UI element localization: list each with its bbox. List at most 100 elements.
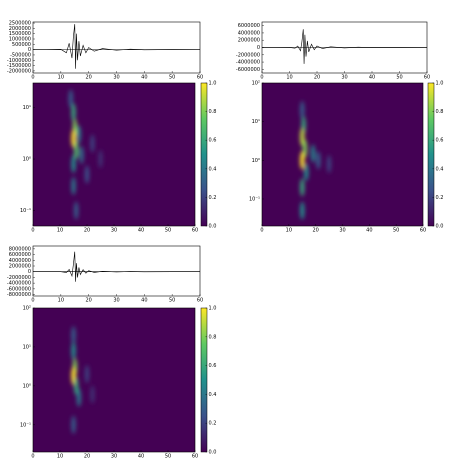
- y-tick-label: 1500000: [9, 31, 31, 37]
- y-tick-label: 2000000: [9, 26, 31, 32]
- y-tick-label: 0: [28, 47, 31, 53]
- colorbar-tick-label: 0.2: [436, 195, 444, 201]
- colorbar-tick-label: 1.0: [209, 81, 217, 87]
- heat-cell: [76, 388, 82, 407]
- colorbar-tick-label: 0.2: [209, 421, 217, 427]
- heat-cell: [300, 178, 305, 197]
- x-tick-label: 0: [31, 454, 34, 460]
- heatmap-cells: [68, 89, 103, 220]
- heat-cell: [79, 145, 84, 164]
- heat-cell: [74, 140, 79, 159]
- colorbar-tick-label: 0.8: [436, 109, 444, 115]
- heat-cell: [71, 415, 76, 434]
- colorbar-tick-label: 0.4: [436, 166, 444, 172]
- y-tick-label: 6000000: [238, 23, 260, 29]
- x-tick-label: 10: [58, 75, 64, 81]
- heat-cell: [300, 128, 305, 147]
- colorbar-tick-label: 1.0: [436, 81, 444, 87]
- x-tick-label: 50: [396, 75, 402, 81]
- y-tick-label: 2000000: [9, 264, 31, 270]
- colorbar-tick-label: 1.0: [209, 306, 217, 312]
- waveform: [33, 251, 201, 282]
- y-tick-label: 10⁰: [23, 157, 31, 163]
- x-tick-label: 30: [341, 75, 347, 81]
- colorbar-tick-label: 0.8: [209, 334, 217, 340]
- x-tick-label: 10: [57, 454, 63, 460]
- x-tick-label: 40: [141, 75, 147, 81]
- colorbar-tick-label: 0.4: [209, 392, 217, 398]
- heat-cell: [98, 150, 103, 169]
- x-tick-label: 10: [57, 228, 63, 234]
- heat-cell: [90, 134, 95, 153]
- colorbar: [200, 82, 208, 227]
- heat-cell: [310, 144, 316, 163]
- x-tick-label: 30: [113, 75, 119, 81]
- y-tick-label: 0: [28, 269, 31, 275]
- heat-cell: [84, 365, 90, 384]
- y-tick-label: 2000000: [238, 38, 260, 44]
- y-tick-label: 6000000: [9, 252, 31, 258]
- x-tick-label: 20: [312, 228, 318, 234]
- heat-cell: [90, 385, 95, 404]
- x-tick-label: 20: [84, 454, 90, 460]
- heat-cell: [300, 151, 305, 170]
- y-tick-label: -4000000: [236, 60, 260, 66]
- x-tick-label: 20: [85, 298, 91, 304]
- heat-cell: [84, 165, 90, 184]
- y-tick-label: -1000000: [7, 58, 31, 64]
- x-tick-label: 60: [197, 298, 203, 304]
- y-tick-label: 10²: [23, 306, 31, 312]
- y-tick-label: -4000000: [7, 281, 31, 287]
- y-tick-label: 10²: [252, 81, 260, 87]
- heatmap-blur: [71, 326, 95, 434]
- plot-area: [33, 22, 200, 73]
- x-tick-label: 10: [286, 75, 292, 81]
- x-tick-label: 40: [138, 228, 144, 234]
- x-tick-label: 50: [165, 454, 171, 460]
- x-tick-label: 30: [111, 454, 117, 460]
- heatmap-blur: [300, 101, 332, 220]
- y-tick-label: 10⁻¹: [20, 422, 31, 428]
- x-tick-label: 40: [366, 228, 372, 234]
- y-tick-label: -2000000: [236, 52, 260, 58]
- colorbar-tick-label: 0.8: [209, 109, 217, 115]
- heat-cell: [71, 129, 76, 148]
- heat-cell: [304, 162, 309, 181]
- y-tick-label: 10⁻¹: [249, 196, 260, 202]
- heat-cell: [326, 155, 332, 174]
- y-tick-label: -1500000: [7, 63, 31, 69]
- x-tick-label: 30: [113, 298, 119, 304]
- colorbar-tick-label: 0.2: [209, 195, 217, 201]
- x-tick-label: 0: [260, 75, 263, 81]
- y-tick-label: 500000: [12, 42, 31, 48]
- heat-cell: [76, 125, 82, 144]
- y-tick-label: 10¹: [23, 105, 31, 111]
- y-tick-label: 10¹: [23, 344, 31, 350]
- heat-cell: [68, 89, 74, 108]
- heat-cell: [74, 201, 79, 220]
- heat-cell: [74, 376, 79, 395]
- heat-cell: [71, 326, 76, 345]
- x-tick-label: 60: [197, 75, 203, 81]
- heatmap-background: [33, 308, 195, 452]
- colorbar-tick-label: 0.4: [209, 166, 217, 172]
- y-tick-label: 10⁰: [252, 158, 260, 164]
- waveform: [262, 29, 428, 64]
- waveform: [33, 24, 201, 69]
- x-tick-label: 20: [84, 228, 90, 234]
- heat-cell: [71, 176, 76, 195]
- x-tick-label: 40: [141, 298, 147, 304]
- x-tick-label: 20: [314, 75, 320, 81]
- x-tick-label: 50: [393, 228, 399, 234]
- heatmap-cells: [71, 326, 95, 434]
- y-tick-label: -8000000: [7, 292, 31, 298]
- colorbar: [427, 82, 435, 227]
- y-tick-label: 10⁻¹: [20, 208, 31, 214]
- x-tick-label: 50: [169, 75, 175, 81]
- x-tick-label: 40: [138, 454, 144, 460]
- heat-cell: [300, 201, 305, 220]
- x-tick-label: 60: [192, 454, 198, 460]
- x-tick-label: 40: [369, 75, 375, 81]
- y-tick-label: 2500000: [9, 21, 31, 27]
- heat-cell: [302, 139, 308, 158]
